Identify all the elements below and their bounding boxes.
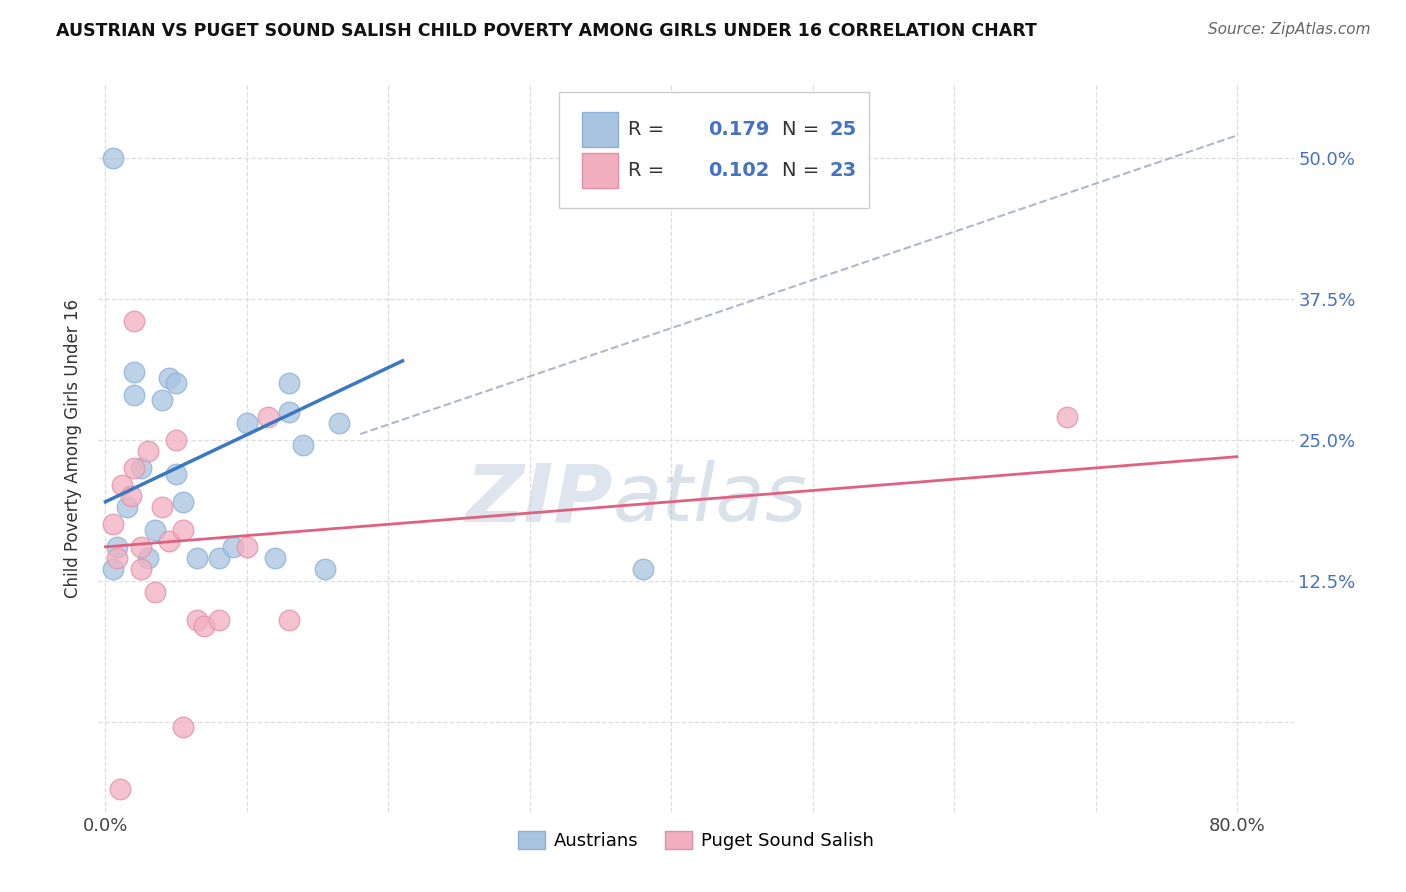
Text: R =: R = bbox=[628, 120, 671, 138]
Point bbox=[193, 619, 215, 633]
Point bbox=[165, 376, 187, 391]
Y-axis label: Child Poverty Among Girls Under 16: Child Poverty Among Girls Under 16 bbox=[65, 299, 83, 598]
Point bbox=[172, 523, 194, 537]
Point bbox=[108, 782, 131, 797]
Point bbox=[236, 416, 259, 430]
Point bbox=[129, 540, 152, 554]
Point bbox=[165, 433, 187, 447]
Point bbox=[222, 540, 245, 554]
Point bbox=[105, 540, 128, 554]
Point bbox=[186, 551, 208, 566]
Point bbox=[236, 540, 259, 554]
Point bbox=[172, 720, 194, 734]
Point bbox=[1056, 410, 1078, 425]
Point bbox=[264, 551, 287, 566]
Text: R =: R = bbox=[628, 161, 671, 180]
Point bbox=[314, 562, 336, 576]
Point bbox=[150, 393, 173, 408]
Point bbox=[136, 444, 159, 458]
Point bbox=[257, 410, 280, 425]
FancyBboxPatch shape bbox=[558, 92, 869, 209]
Text: ZIP: ZIP bbox=[465, 460, 613, 538]
Point bbox=[101, 151, 124, 165]
Point bbox=[208, 551, 231, 566]
Text: AUSTRIAN VS PUGET SOUND SALISH CHILD POVERTY AMONG GIRLS UNDER 16 CORRELATION CH: AUSTRIAN VS PUGET SOUND SALISH CHILD POV… bbox=[56, 22, 1038, 40]
Point bbox=[186, 613, 208, 627]
Text: N =: N = bbox=[782, 120, 825, 138]
Text: 0.102: 0.102 bbox=[709, 161, 769, 180]
Point bbox=[122, 365, 145, 379]
Point bbox=[129, 562, 152, 576]
Point bbox=[278, 376, 301, 391]
Point bbox=[143, 523, 166, 537]
Point bbox=[129, 461, 152, 475]
Point bbox=[157, 371, 180, 385]
Point bbox=[136, 551, 159, 566]
Point bbox=[111, 478, 134, 492]
Point bbox=[105, 551, 128, 566]
Legend: Austrians, Puget Sound Salish: Austrians, Puget Sound Salish bbox=[510, 823, 882, 857]
Point bbox=[278, 613, 301, 627]
FancyBboxPatch shape bbox=[582, 112, 619, 146]
Text: 23: 23 bbox=[830, 161, 856, 180]
Point bbox=[120, 489, 142, 503]
Point bbox=[115, 500, 138, 515]
Point bbox=[631, 562, 654, 576]
Point bbox=[165, 467, 187, 481]
Text: Source: ZipAtlas.com: Source: ZipAtlas.com bbox=[1208, 22, 1371, 37]
Point bbox=[328, 416, 350, 430]
Point bbox=[172, 495, 194, 509]
Point bbox=[122, 314, 145, 328]
Text: 0.179: 0.179 bbox=[709, 120, 769, 138]
FancyBboxPatch shape bbox=[582, 153, 619, 188]
Point bbox=[292, 438, 315, 452]
Text: N =: N = bbox=[782, 161, 825, 180]
Point bbox=[150, 500, 173, 515]
Point bbox=[208, 613, 231, 627]
Point bbox=[101, 517, 124, 532]
Point bbox=[122, 461, 145, 475]
Point bbox=[157, 534, 180, 549]
Point bbox=[143, 585, 166, 599]
Point bbox=[278, 404, 301, 418]
Point bbox=[101, 562, 124, 576]
Text: 25: 25 bbox=[830, 120, 858, 138]
Point bbox=[122, 387, 145, 401]
Text: atlas: atlas bbox=[613, 460, 807, 538]
